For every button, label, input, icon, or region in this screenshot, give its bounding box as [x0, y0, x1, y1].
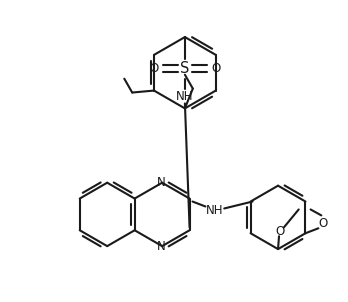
Text: NH: NH [206, 204, 223, 217]
Text: O: O [319, 217, 328, 230]
Text: N: N [157, 176, 166, 189]
Text: O: O [211, 62, 220, 75]
Text: O: O [275, 225, 285, 238]
Text: NH: NH [176, 90, 193, 103]
Text: O: O [150, 62, 159, 75]
Text: S: S [180, 61, 190, 76]
Text: N: N [157, 239, 166, 252]
